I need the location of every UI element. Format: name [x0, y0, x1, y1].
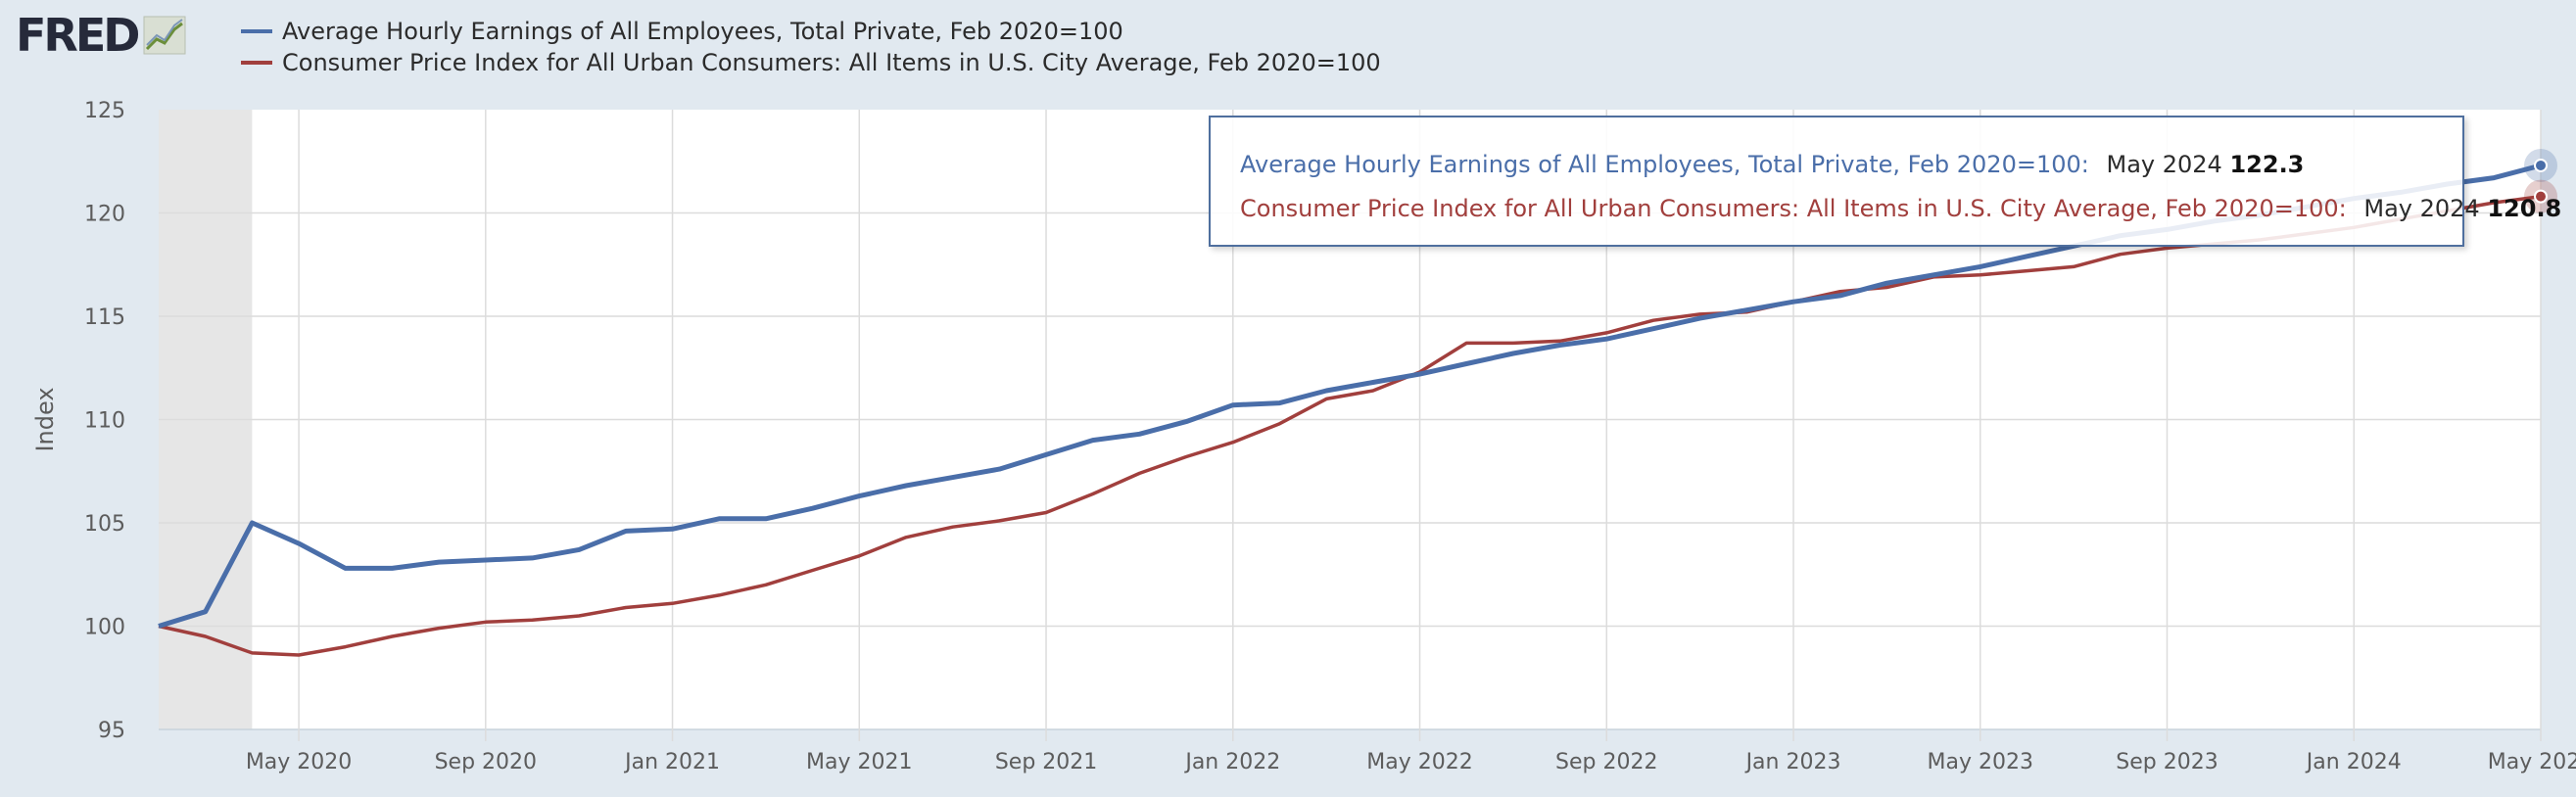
x-tick-label: May 2023	[1928, 750, 2033, 774]
x-tick-label: May 2020	[246, 750, 352, 774]
tooltip-label-cpi: Consumer Price Index for All Urban Consu…	[1240, 195, 2347, 222]
y-tick-label: 95	[98, 719, 125, 743]
legend-swatch-cpi	[241, 61, 272, 65]
y-tick-label: 115	[84, 305, 125, 330]
x-tick-label: May 2021	[806, 750, 912, 774]
y-tick-label: 100	[84, 616, 125, 640]
x-tick-label: Jan 2021	[623, 750, 720, 774]
hover-marker-cpi	[2534, 189, 2548, 204]
hover-marker-earnings	[2534, 158, 2548, 172]
tooltip-value-cpi: 120.8	[2487, 195, 2562, 222]
y-tick-label: 105	[84, 512, 125, 537]
legend-item-earnings[interactable]: Average Hourly Earnings of All Employees…	[241, 16, 1381, 47]
fred-logo[interactable]: FRED	[16, 6, 186, 65]
legend-item-cpi[interactable]: Consumer Price Index for All Urban Consu…	[241, 47, 1381, 78]
tooltip-date-cpi: May 2024	[2363, 195, 2480, 222]
series-line-cpi	[158, 194, 2542, 657]
tooltip-date-earnings: May 2024	[2106, 151, 2222, 178]
x-tick-label: May 2022	[1366, 750, 1472, 774]
x-tick-label: Sep 2023	[2116, 750, 2218, 774]
tooltip-label-earnings: Average Hourly Earnings of All Employees…	[1240, 151, 2089, 178]
tooltip-row-cpi: Consumer Price Index for All Urban Consu…	[1240, 187, 2561, 231]
y-tick-label: 120	[84, 203, 125, 227]
x-tick-label: Jan 2022	[1183, 750, 1280, 774]
x-tick-label: Sep 2021	[995, 750, 1097, 774]
x-tick-label: Sep 2022	[1555, 750, 1657, 774]
x-tick-label: May 2024	[2488, 750, 2576, 774]
legend-label-cpi: Consumer Price Index for All Urban Consu…	[282, 49, 1381, 76]
legend: Average Hourly Earnings of All Employees…	[241, 16, 1381, 78]
x-tick-label: Jan 2023	[1744, 750, 1841, 774]
legend-label-earnings: Average Hourly Earnings of All Employees…	[282, 18, 1123, 45]
logo-text: FRED	[16, 9, 140, 62]
x-tick-label: Jan 2024	[2305, 750, 2402, 774]
x-tick-label: Sep 2020	[435, 750, 537, 774]
tooltip-row-earnings: Average Hourly Earnings of All Employees…	[1240, 143, 2433, 187]
y-tick-label: 110	[84, 409, 125, 434]
line-chart-icon	[143, 16, 186, 55]
tooltip-value-earnings: 122.3	[2229, 151, 2305, 178]
y-axis-title: Index	[31, 387, 59, 451]
tooltip: Average Hourly Earnings of All Employees…	[1209, 116, 2561, 247]
y-tick-label: 125	[84, 99, 125, 123]
legend-swatch-earnings	[241, 29, 272, 33]
